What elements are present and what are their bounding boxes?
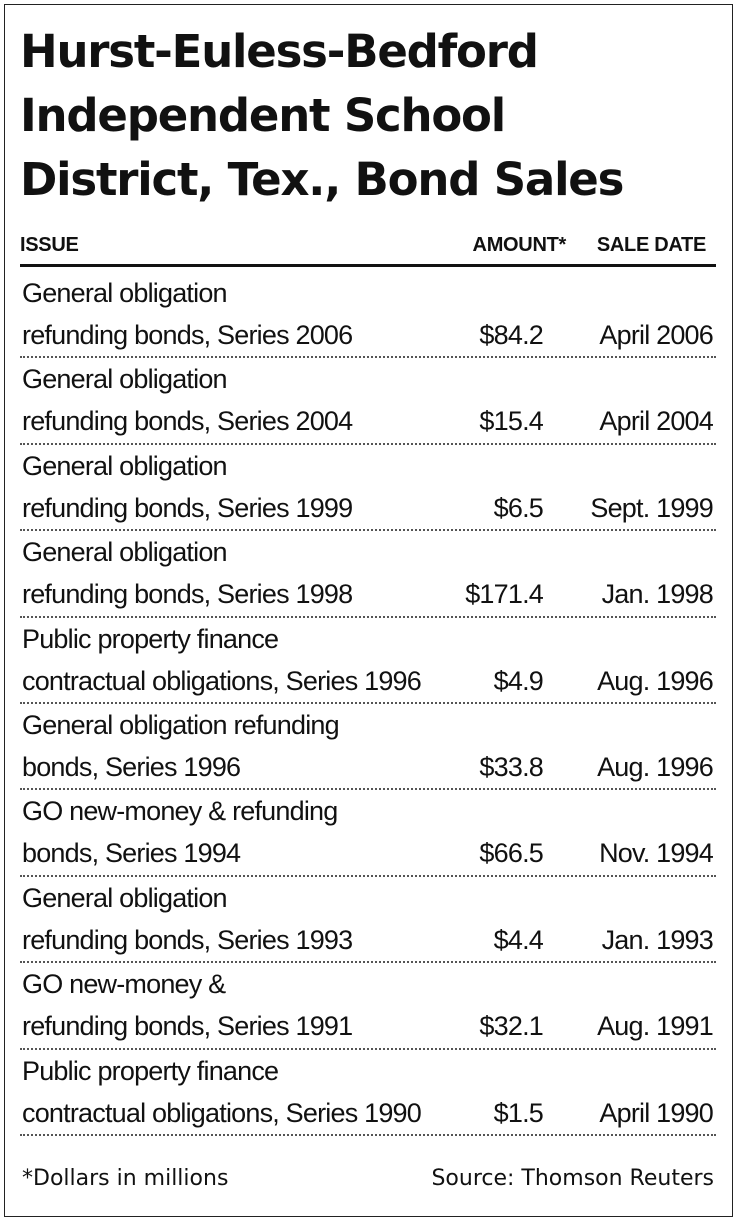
sale-date-cell: April 2004 [599,406,713,437]
sale-date-cell: Aug. 1996 [597,665,714,696]
amount-cell: $66.5 [479,838,543,869]
page-title: Hurst-Euless-Bedford Independent School … [20,20,720,212]
issue-line-1: GO new-money & refunding [22,796,338,827]
column-header-sale-date: SALE DATE [596,234,706,256]
sale-date-cell: Jan. 1993 [601,924,714,955]
table-row: General obligation refunding bonds, Seri… [20,704,716,791]
footer: *Dollars in millions Source: Thomson Reu… [20,1166,716,1196]
amount-cell: $32.1 [479,1011,543,1042]
issue-line-1: General obligation [22,450,228,481]
column-header-amount: AMOUNT* [472,234,567,256]
amount-cell: $6.5 [493,492,544,523]
table-row: GO new-money & refunding bonds, Series 1… [20,963,716,1050]
amount-cell: $4.4 [493,924,544,955]
sale-date-cell: April 1990 [599,1097,713,1128]
sale-date-cell: Nov. 1994 [599,838,714,869]
issue-line-2: refunding bonds, Series 2006 [22,320,353,350]
title-line-2: Independent School [20,89,506,142]
issue-line-2: bonds, Series 1994 [22,838,241,869]
issue-line-1: General obligation [22,278,228,308]
amount-cell: $171.4 [465,579,544,610]
sale-date-cell: Jan. 1998 [601,579,714,610]
amount-cell: $4.9 [493,665,544,696]
issue-line-1: Public property finance [22,623,279,654]
table-row: GO new-money & refunding bonds, Series 1… [20,790,716,877]
issue-line-2: refunding bonds, Series 1991 [22,1011,353,1042]
table-row: Public property finance contractual obli… [20,1050,716,1136]
sale-date-cell: April 2006 [599,320,713,350]
issue-line-1: General obligation [22,537,228,568]
issue-line-1: General obligation [22,882,228,913]
amount-cell: $33.8 [479,751,543,782]
amount-cell: $84.2 [479,320,543,350]
table-row: General obligation refunding bonds, Seri… [20,531,716,618]
issue-line-2: refunding bonds, Series 1993 [22,924,353,955]
title-line-3: District, Tex., Bond Sales [20,153,624,206]
issue-line-2: refunding bonds, Series 2004 [22,406,353,437]
source-credit: Source: Thomson Reuters [431,1166,714,1191]
issue-line-1: GO new-money & [22,969,226,1000]
graphic-frame [4,4,733,1217]
issue-line-2: contractual obligations, Series 1990 [22,1097,422,1128]
table-row: General obligation refunding bonds, Seri… [20,445,716,532]
table-header: ISSUE AMOUNT* SALE DATE [20,228,716,267]
table-row: General obligation refunding bonds, Seri… [20,877,716,964]
sale-date-cell: Aug. 1996 [597,751,714,782]
issue-line-1: General obligation [22,364,228,395]
column-header-issue: ISSUE [20,234,79,256]
table-row: General obligation refunding bonds, Seri… [20,272,716,359]
issue-line-2: bonds, Series 1996 [22,751,241,782]
title-line-1: Hurst-Euless-Bedford [20,25,539,78]
issue-line-2: contractual obligations, Series 1996 [22,665,422,696]
issue-line-1: Public property finance [22,1055,279,1086]
amount-cell: $15.4 [479,406,543,437]
footnote: *Dollars in millions [22,1166,229,1191]
sale-date-cell: Aug. 1991 [597,1011,714,1042]
sale-date-cell: Sept. 1999 [590,492,713,523]
amount-cell: $1.5 [493,1097,544,1128]
issue-line-2: refunding bonds, Series 1999 [22,492,353,523]
table-body: General obligation refunding bonds, Seri… [20,272,716,1136]
issue-line-1: General obligation refunding [22,709,340,740]
table-row: General obligation refunding bonds, Seri… [20,358,716,445]
issue-line-2: refunding bonds, Series 1998 [22,579,353,610]
table-row: Public property finance contractual obli… [20,618,716,704]
